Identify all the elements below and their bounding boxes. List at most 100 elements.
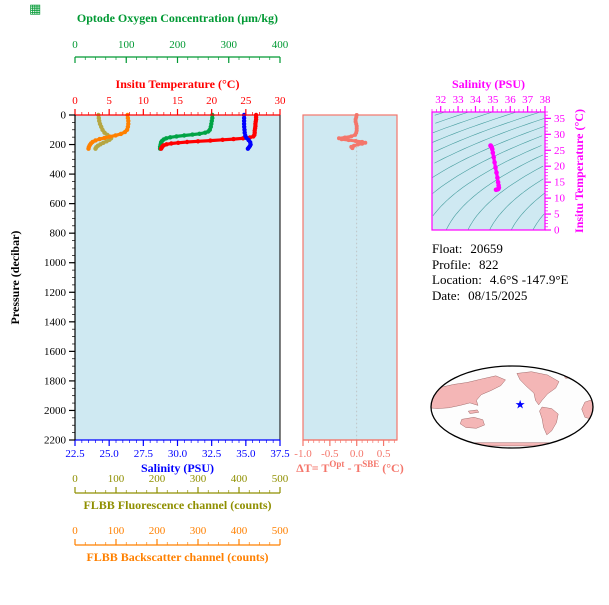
svg-text:1800: 1800 [44, 375, 67, 387]
location-label: Location: [432, 272, 482, 287]
svg-text:200: 200 [149, 473, 166, 485]
svg-text:2200: 2200 [44, 435, 67, 447]
fluorescence-axis: 0 100 200 300 400 500 FLBB Fluorescence channe… [72, 473, 289, 512]
svg-text:35: 35 [554, 113, 566, 125]
svg-text:800: 800 [50, 228, 67, 240]
svg-text:27.5: 27.5 [134, 448, 154, 460]
series-ts_profile [488, 143, 502, 193]
svg-text:33: 33 [453, 94, 465, 106]
svg-text:10: 10 [138, 95, 150, 107]
svg-text:5: 5 [106, 95, 112, 107]
svg-text:38: 38 [540, 94, 552, 106]
series-flbb_backscatter_counts [86, 112, 131, 151]
svg-text:30.0: 30.0 [168, 448, 188, 460]
svg-text:400: 400 [231, 525, 248, 537]
svg-text:200: 200 [169, 39, 186, 51]
svg-text:2000: 2000 [44, 405, 67, 417]
svg-text:Salinity (PSU): Salinity (PSU) [452, 77, 525, 91]
date-label: Date: [432, 287, 461, 303]
svg-text:1000: 1000 [44, 257, 67, 269]
grid-glyph-icon: ▦ [29, 2, 42, 17]
series-oxygen_um_kg [157, 112, 215, 151]
svg-text:5: 5 [554, 209, 560, 221]
svg-text:20: 20 [206, 95, 218, 107]
svg-text:30: 30 [275, 95, 287, 107]
delta-t-axis-title: ΔT= TOpt - TSBE (°C) [296, 459, 403, 475]
date-value: 08/15/2025 [468, 287, 528, 303]
svg-text:-1.0: -1.0 [294, 448, 312, 460]
location-value: 4.6°S -147.9°E [489, 272, 569, 287]
isopycnal-contours [432, 111, 545, 231]
series-delta_t_c [337, 113, 368, 151]
oxygen-axis: 0 100 200 300 400 Optode Oxygen Concentration… [72, 11, 289, 63]
float-number-value: 20659 [470, 241, 503, 256]
svg-text:100: 100 [108, 525, 125, 537]
svg-text:500: 500 [272, 473, 289, 485]
map-land [431, 371, 593, 447]
svg-text:0: 0 [72, 525, 78, 537]
float-info-line: Date: 08/15/2025 [432, 288, 568, 304]
svg-text:0: 0 [72, 39, 78, 51]
svg-text:Pressure (decibar): Pressure (decibar) [8, 231, 22, 325]
svg-text:600: 600 [50, 198, 67, 210]
svg-text:300: 300 [190, 473, 207, 485]
svg-text:100: 100 [108, 473, 125, 485]
svg-text:37: 37 [522, 94, 534, 106]
svg-text:100: 100 [118, 39, 135, 51]
svg-text:10: 10 [554, 193, 566, 205]
series-salinity_psu [241, 112, 253, 151]
ts-temperature-axis: 0 5 10 15 20 25 30 35 Insitu Temperature (°C) [545, 109, 586, 237]
svg-text:20: 20 [554, 161, 566, 173]
svg-text:400: 400 [50, 169, 67, 181]
ts-salinity-axis: 32 33 34 35 36 37 38 Salinity (PSU) [431, 77, 552, 112]
float-info-line: Float: 20659 [432, 241, 568, 257]
svg-text:FLBB Backscatter channel (coun: FLBB Backscatter channel (counts) [86, 550, 268, 564]
float-info-panel: Float: 20659 Profile: 822 Location: 4.6°S -… [432, 241, 568, 303]
svg-text:32.5: 32.5 [202, 448, 222, 460]
world-map: ★ [430, 365, 594, 449]
svg-text:300: 300 [221, 39, 238, 51]
svg-text:15: 15 [554, 177, 566, 189]
svg-text:0.0: 0.0 [350, 448, 364, 460]
svg-text:1600: 1600 [44, 346, 67, 358]
svg-text:25: 25 [554, 145, 566, 157]
svg-text:30: 30 [554, 129, 566, 141]
svg-text:200: 200 [50, 139, 67, 151]
svg-text:32: 32 [435, 94, 446, 106]
svg-text:FLBB Fluorescence channel (cou: FLBB Fluorescence channel (counts) [83, 498, 271, 512]
float-number-label: Float: [432, 241, 463, 256]
svg-text:400: 400 [272, 39, 289, 51]
svg-text:Optode Oxygen Concentration (μ: Optode Oxygen Concentration (μm/kg) [77, 11, 278, 25]
svg-text:0: 0 [61, 110, 67, 122]
backscatter-axis: 0 100 200 300 400 500 FLBB Backscatter channel… [72, 525, 289, 564]
float-location-star-icon: ★ [515, 398, 526, 412]
svg-text:1400: 1400 [44, 316, 67, 328]
svg-text:36: 36 [505, 94, 517, 106]
svg-text:35.0: 35.0 [236, 448, 256, 460]
ts-diagram-plot [431, 111, 546, 231]
svg-text:0: 0 [72, 95, 78, 107]
svg-text:35: 35 [487, 94, 499, 106]
svg-text:Insitu Temperature (°C): Insitu Temperature (°C) [572, 109, 586, 233]
float-info-line: Location: 4.6°S -147.9°E [432, 272, 568, 288]
svg-text:22.5: 22.5 [65, 448, 85, 460]
series-insitu_temperature_c [158, 112, 259, 151]
profile-number-value: 822 [479, 256, 499, 272]
svg-text:0.5: 0.5 [377, 448, 391, 460]
svg-text:1200: 1200 [44, 287, 67, 299]
svg-text:0: 0 [72, 473, 78, 485]
float-info-line: Profile: 822 [432, 257, 568, 273]
svg-text:0: 0 [554, 225, 560, 237]
temperature-axis: 0 5 10 15 20 25 30 Insitu Temperature (°C) [72, 77, 287, 116]
svg-text:37.5: 37.5 [270, 448, 290, 460]
svg-text:300: 300 [190, 525, 207, 537]
delta_t-axis: -1.0 -0.5 0.0 0.5 [294, 439, 397, 460]
svg-text:Insitu Temperature (°C): Insitu Temperature (°C) [116, 77, 240, 91]
svg-text:400: 400 [231, 473, 248, 485]
salinity-axis: 22.5 25.0 27.5 30.0 32.5 35.0 37.5 Salinity (PS… [65, 439, 290, 475]
svg-text:15: 15 [172, 95, 184, 107]
delta-t-plot [302, 113, 398, 441]
svg-text:Salinity (PSU): Salinity (PSU) [141, 461, 214, 475]
